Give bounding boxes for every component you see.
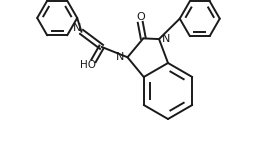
Text: N: N (73, 23, 81, 33)
Text: N: N (161, 34, 170, 44)
Text: HO: HO (79, 60, 95, 70)
Text: O: O (135, 12, 144, 22)
Text: N: N (116, 52, 124, 62)
